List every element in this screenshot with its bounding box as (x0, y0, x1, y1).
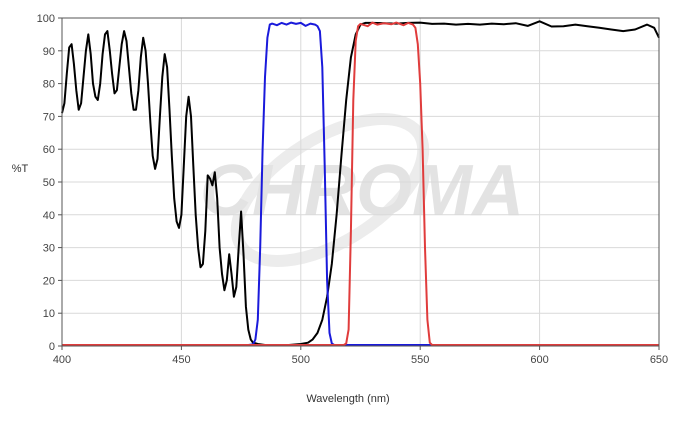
y-tick-label: 70 (43, 111, 55, 123)
y-tick-label: 20 (43, 275, 55, 287)
x-tick-label: 650 (650, 354, 668, 366)
series-line-3 (62, 21, 659, 346)
grid (61, 17, 660, 347)
x-tick-label: 400 (53, 354, 71, 366)
y-tick-label: 40 (43, 210, 55, 222)
series-line-1 (61, 20, 660, 347)
series-line-2 (62, 21, 659, 346)
y-axis-ticks: 0 10 20 30 40 50 60 70 80 90 100 (37, 13, 62, 353)
y-tick-label: 50 (43, 177, 55, 189)
y-tick-label: 100 (37, 13, 55, 25)
y-axis-title: %T (12, 163, 29, 175)
y-tick-label: 10 (43, 308, 55, 320)
chroma-watermark: CHROMA (200, 113, 524, 267)
x-tick-label: 550 (411, 354, 429, 366)
y-tick-label: 90 (43, 46, 55, 58)
series-layer (61, 20, 660, 347)
x-tick-label: 450 (172, 354, 190, 366)
chroma-watermark-text: CHROMA (200, 151, 524, 231)
x-axis-ticks: 400 450 500 550 600 650 (53, 346, 668, 366)
x-tick-label: 600 (530, 354, 548, 366)
x-tick-label: 500 (292, 354, 310, 366)
x-axis-title: Wavelength (nm) (306, 393, 389, 405)
y-tick-label: 0 (49, 341, 55, 353)
y-tick-label: 30 (43, 243, 55, 255)
y-tick-label: 80 (43, 79, 55, 91)
y-tick-label: 60 (43, 144, 55, 156)
